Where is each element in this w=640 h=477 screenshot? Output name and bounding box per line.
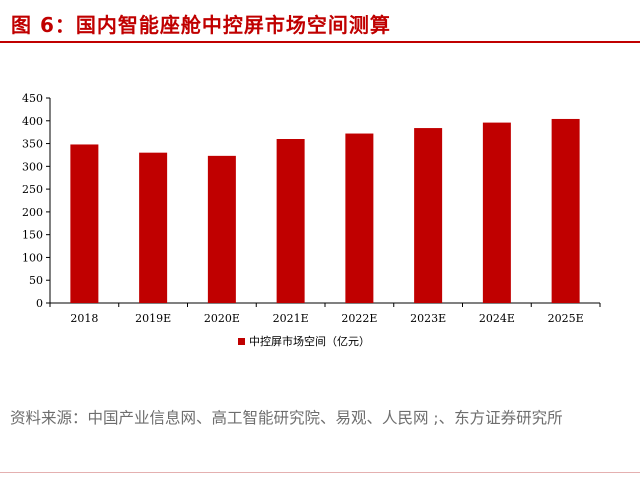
x-tick-label: 2019E <box>135 312 171 325</box>
bottom-rule <box>0 472 640 473</box>
bar <box>551 118 580 303</box>
x-tick-label: 2023E <box>410 312 446 325</box>
y-tick-label: 400 <box>22 115 43 128</box>
x-tick-label: 2018 <box>70 312 98 325</box>
x-tick-label: 2025E <box>548 312 584 325</box>
y-tick-label: 0 <box>36 297 43 310</box>
bar <box>482 122 511 303</box>
bar <box>414 128 443 303</box>
bar-chart: 0 50 100 150 200 250 300 350 400 450 2018 2019E 2020… <box>22 92 601 348</box>
bar <box>70 144 99 303</box>
plot-area: 0 50 100 150 200 250 300 350 400 450 2018 2019E 2020… <box>22 92 601 348</box>
y-tick-label: 50 <box>29 274 43 287</box>
y-tick-label: 350 <box>22 138 43 151</box>
x-tick-label: 2024E <box>479 312 515 325</box>
bar <box>345 133 374 303</box>
bar <box>139 152 168 303</box>
figure-title: 图 6：国内智能座舱中控屏市场空间测算 <box>11 13 391 37</box>
x-tick-label: 2021E <box>273 312 309 325</box>
source-note: 资料来源：中国产业信息网、高工智能研究院、易观、人民网 ;、东方证券研究所 <box>10 409 563 427</box>
legend-swatch <box>238 338 245 345</box>
legend-label: 中控屏市场空间（亿元） <box>249 334 370 348</box>
title-rule <box>0 41 640 43</box>
bar <box>276 139 305 303</box>
bar <box>207 155 236 303</box>
y-tick-label: 450 <box>22 92 43 105</box>
y-tick-label: 300 <box>22 160 43 173</box>
y-tick-label: 250 <box>22 183 43 196</box>
x-tick-label: 2020E <box>204 312 240 325</box>
y-tick-label: 150 <box>22 229 43 242</box>
y-tick-label: 100 <box>22 251 43 264</box>
x-tick-label: 2022E <box>341 312 377 325</box>
y-tick-label: 200 <box>22 206 43 219</box>
